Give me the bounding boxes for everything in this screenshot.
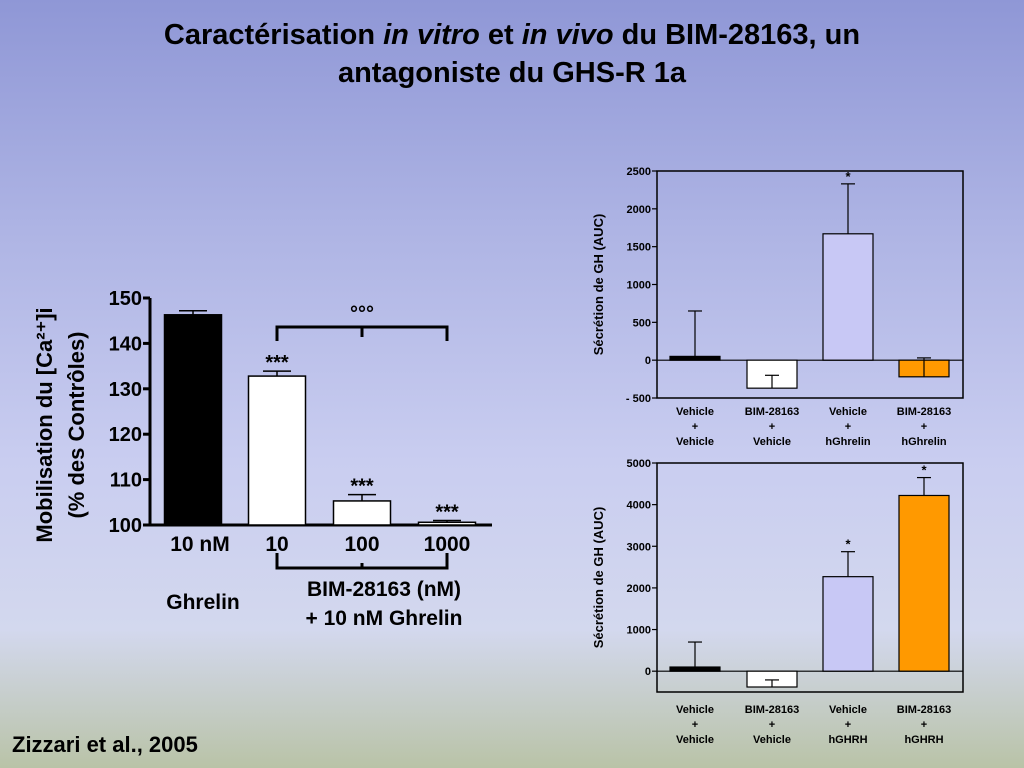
y-tick-label: 5000: [627, 458, 651, 470]
x-category-label-4: 1000: [424, 533, 471, 556]
x-category-label-2-line2: +: [769, 719, 775, 731]
y-tick-label: 110: [110, 470, 142, 492]
bar-3: [332, 500, 392, 526]
y-tick-label: 2000: [627, 583, 651, 595]
x-category-label-2-line1: BIM-28163: [745, 704, 799, 716]
title-italic-in-vivo: in vivo: [521, 19, 614, 51]
x-category-label-1-line2: +: [692, 719, 698, 731]
y-tick-label: 3000: [627, 541, 651, 553]
x-category-label-1: 10 nM: [170, 533, 230, 556]
title-italic-in-vitro: in vitro: [383, 19, 480, 51]
y-axis-label-line2: (% des Contrôles): [64, 331, 89, 518]
x-category-label-4-line2: +: [921, 421, 927, 433]
x-category-label-1-line1: Vehicle: [676, 704, 714, 716]
title-line2: antagoniste du GHS-R 1a: [337, 57, 687, 89]
y-tick-label: 1000: [627, 625, 651, 637]
bar-4: [898, 494, 950, 672]
y-tick-label: 1000: [627, 280, 651, 292]
significance-marker-3: *: [845, 537, 851, 552]
title-part1: Caractérisation: [163, 19, 384, 51]
x-category-label-3-line2: +: [845, 421, 851, 433]
page-title: Caractérisation in vitro et in vivo du B…: [0, 16, 1024, 92]
y-tick-label: 150: [109, 288, 142, 310]
bim-group-bracket: [275, 553, 449, 570]
group-label-bim: BIM-28163 (nM): [307, 578, 461, 601]
x-category-label-1-line3: Vehicle: [676, 436, 714, 448]
y-tick-label: 0: [645, 666, 651, 678]
significance-marker-4: *: [921, 463, 927, 478]
y-tick-label: 2000: [627, 204, 651, 216]
significance-marker-4: ***: [435, 501, 459, 523]
x-category-label-3-line3: hGhrelin: [825, 436, 871, 448]
bar-2: [247, 375, 307, 526]
bar-1: [669, 666, 721, 672]
x-category-label-4-line2: +: [921, 719, 927, 731]
x-category-label-3-line1: Vehicle: [829, 406, 867, 418]
bar-3: [822, 233, 874, 361]
significance-marker-2: ***: [265, 352, 289, 374]
y-tick-label: - 500: [626, 393, 651, 405]
significance-marker-3: *: [845, 169, 851, 184]
y-tick-label: 140: [109, 333, 142, 355]
significance-bracket: [275, 325, 449, 341]
x-category-label-1-line2: +: [692, 421, 698, 433]
y-axis-label: Sécrétion de GH (AUC): [591, 214, 606, 356]
x-category-label-2: 10: [265, 533, 288, 556]
x-category-label-2-line1: BIM-28163: [745, 406, 799, 418]
x-category-label-3: 100: [344, 533, 379, 556]
group-label-ghrelin: Ghrelin: [166, 591, 240, 614]
x-category-label-1-line1: Vehicle: [676, 406, 714, 418]
x-category-label-4-line1: BIM-28163: [897, 406, 951, 418]
x-category-label-4-line3: hGHRH: [904, 734, 943, 746]
x-category-label-2-line3: Vehicle: [753, 734, 791, 746]
y-tick-label: 130: [109, 379, 142, 401]
y-tick-label: 500: [633, 317, 651, 329]
group-label-ghrelin-dose: + 10 nM Ghrelin: [306, 607, 463, 630]
x-category-label-4-line3: hGhrelin: [901, 436, 947, 448]
plot-frame: [656, 462, 964, 693]
title-part2: et: [479, 19, 522, 51]
bar-3: [822, 576, 874, 672]
y-tick-label: 4000: [627, 500, 651, 512]
y-tick-label: 0: [645, 355, 651, 367]
x-category-label-2-line3: Vehicle: [753, 436, 791, 448]
y-axis-label: Sécrétion de GH (AUC): [591, 507, 606, 649]
x-category-label-3-line2: +: [845, 719, 851, 731]
y-tick-label: 100: [109, 515, 142, 537]
citation: Zizzari et al., 2005: [12, 732, 198, 757]
x-category-label-1-line3: Vehicle: [676, 734, 714, 746]
x-category-label-2-line2: +: [769, 421, 775, 433]
y-tick-label: 120: [109, 424, 142, 446]
title-part3: du BIM-28163, un: [613, 19, 861, 51]
y-axis-label-line1: Mobilisation du [Ca²⁺]i: [32, 307, 57, 542]
bracket-significance-label: °°°: [350, 303, 374, 325]
x-category-label-3-line1: Vehicle: [829, 704, 867, 716]
x-category-label-4-line1: BIM-28163: [897, 704, 951, 716]
y-tick-label: 1500: [627, 242, 651, 254]
y-tick-label: 2500: [627, 166, 651, 178]
x-category-label-3-line3: hGHRH: [828, 734, 867, 746]
significance-marker-3: ***: [350, 476, 374, 498]
